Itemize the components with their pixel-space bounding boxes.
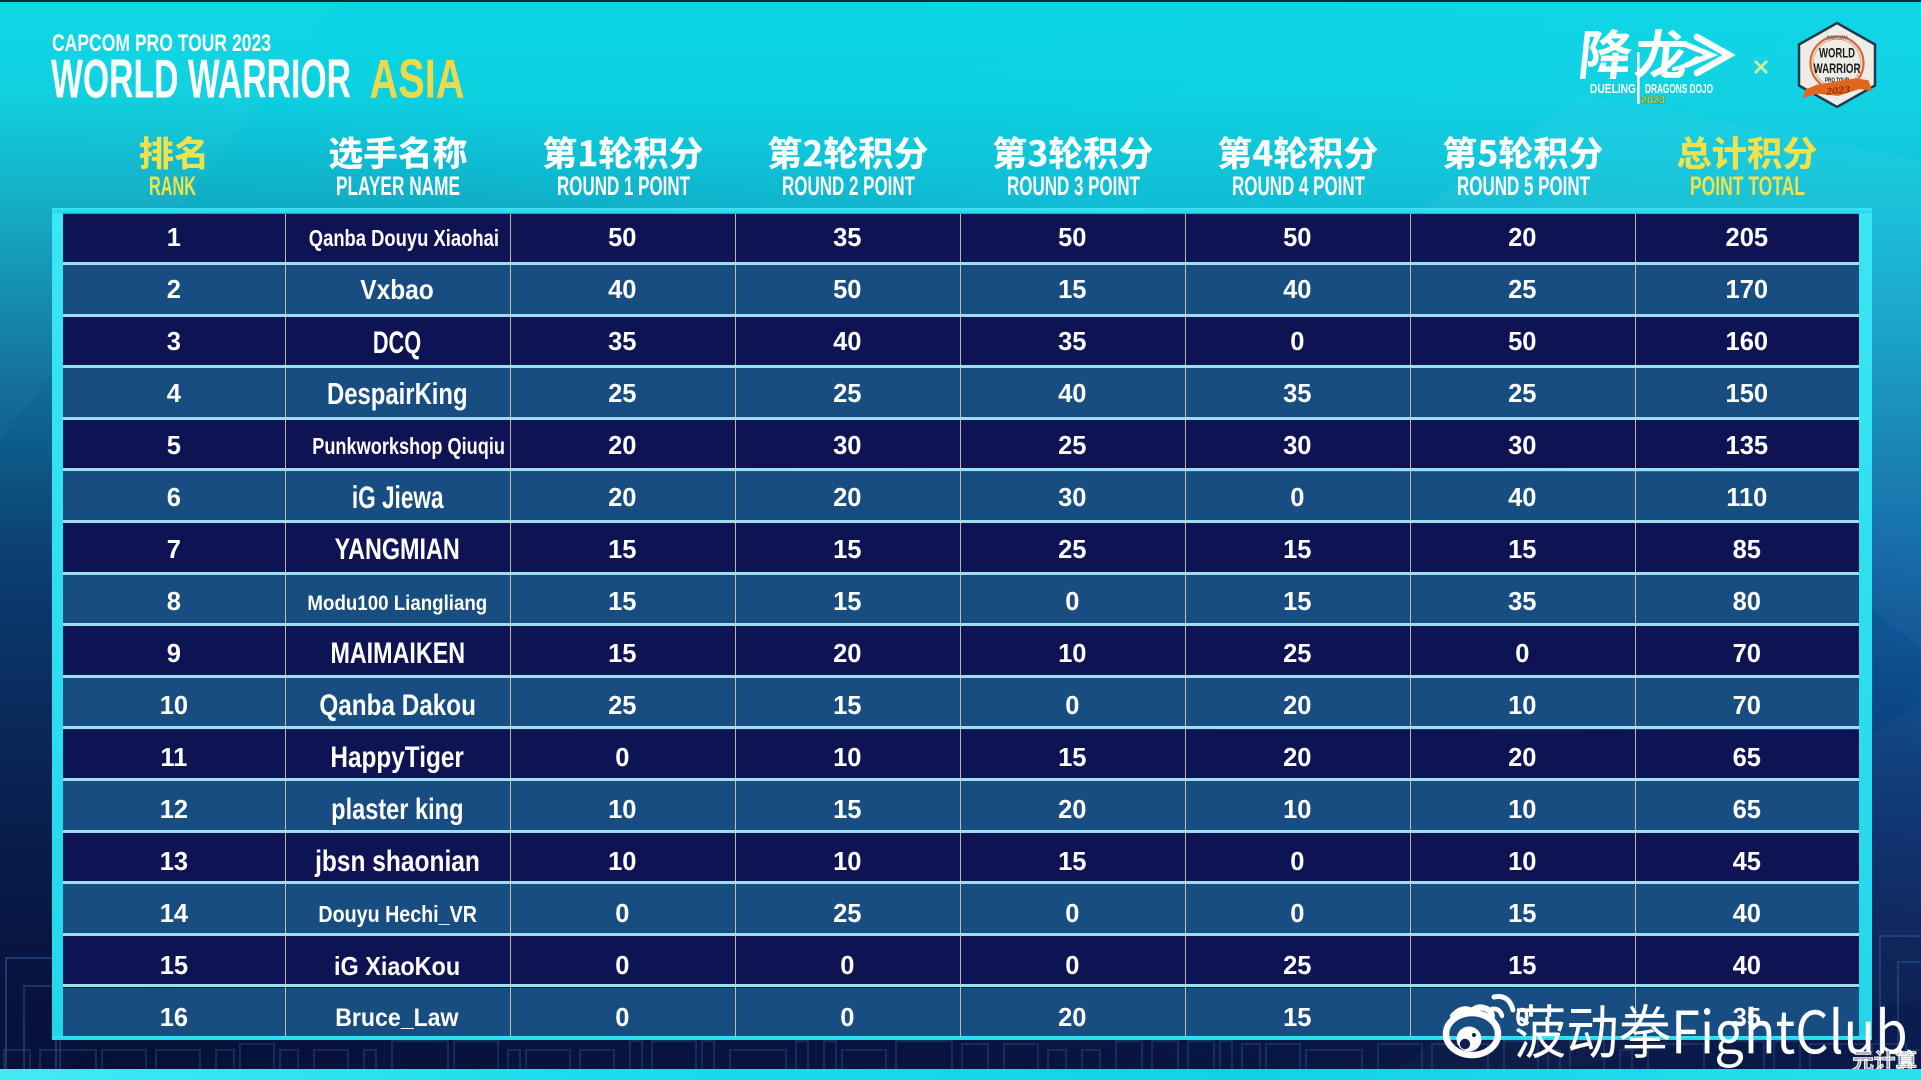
svg-text:ROUND 1 POINT: ROUND 1 POINT xyxy=(557,171,690,201)
svg-text:WORLD WARRIOR: WORLD WARRIOR xyxy=(51,48,351,110)
svg-text:PRO TOUR: PRO TOUR xyxy=(1825,77,1849,84)
svg-text:RANK: RANK xyxy=(149,171,196,201)
svg-text:CAPCOM: CAPCOM xyxy=(1827,36,1848,42)
svg-text:POINT TOTAL: POINT TOTAL xyxy=(1690,171,1805,201)
svg-text:WORLD: WORLD xyxy=(1819,45,1855,61)
svg-text:ROUND 3 POINT: ROUND 3 POINT xyxy=(1007,171,1140,201)
svg-text:WARRIOR: WARRIOR xyxy=(1814,60,1861,76)
svg-text:2023: 2023 xyxy=(1641,95,1665,107)
svg-text:CAPCOM PRO TOUR 2023: CAPCOM PRO TOUR 2023 xyxy=(52,30,271,57)
svg-text:PLAYER NAME: PLAYER NAME xyxy=(336,171,460,201)
svg-text:2023: 2023 xyxy=(1824,84,1850,98)
svg-text:ROUND 5 POINT: ROUND 5 POINT xyxy=(1457,171,1590,201)
svg-text:ROUND 4 POINT: ROUND 4 POINT xyxy=(1232,171,1365,201)
svg-text:ROUND 2 POINT: ROUND 2 POINT xyxy=(782,171,915,201)
svg-text:ASIA: ASIA xyxy=(370,48,465,110)
svg-text:DUELING: DUELING xyxy=(1590,82,1636,96)
svg-text:DRAGONS DOJO: DRAGONS DOJO xyxy=(1645,82,1713,96)
